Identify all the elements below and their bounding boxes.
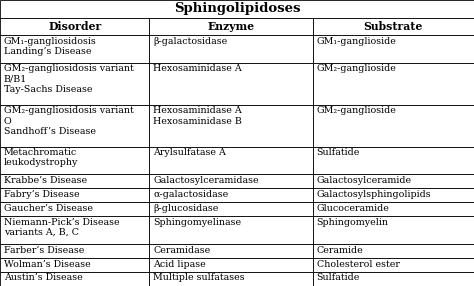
Bar bbox=[313, 147, 474, 174]
Bar bbox=[313, 258, 474, 272]
Text: Ceramidase: Ceramidase bbox=[153, 246, 210, 255]
Bar bbox=[149, 147, 313, 174]
Text: α-galactosidase: α-galactosidase bbox=[153, 190, 228, 199]
Text: Metachromatic
leukodystrophy: Metachromatic leukodystrophy bbox=[4, 148, 78, 167]
Text: Krabbe’s Disease: Krabbe’s Disease bbox=[4, 176, 87, 185]
Text: Sphingomyelin: Sphingomyelin bbox=[317, 218, 389, 227]
Bar bbox=[149, 17, 313, 35]
Bar bbox=[0, 35, 149, 63]
Bar bbox=[313, 202, 474, 216]
Bar bbox=[0, 17, 149, 35]
Bar bbox=[313, 105, 474, 147]
Bar bbox=[313, 216, 474, 244]
Text: Fabry’s Disease: Fabry’s Disease bbox=[4, 190, 80, 199]
Bar bbox=[313, 63, 474, 105]
Bar bbox=[149, 216, 313, 244]
Text: Substrate: Substrate bbox=[364, 21, 423, 32]
Bar bbox=[0, 0, 474, 17]
Bar bbox=[149, 258, 313, 272]
Bar bbox=[313, 174, 474, 188]
Bar bbox=[0, 272, 149, 286]
Bar bbox=[0, 244, 149, 258]
Text: Hexosaminidase A: Hexosaminidase A bbox=[153, 64, 242, 74]
Bar bbox=[313, 244, 474, 258]
Text: Disorder: Disorder bbox=[48, 21, 101, 32]
Text: GM₂-ganglioside: GM₂-ganglioside bbox=[317, 106, 397, 115]
Text: Enzyme: Enzyme bbox=[208, 21, 255, 32]
Text: Galactosylceramide: Galactosylceramide bbox=[317, 176, 412, 185]
Bar bbox=[313, 188, 474, 202]
Text: Hexosaminidase A
Hexosaminidase B: Hexosaminidase A Hexosaminidase B bbox=[153, 106, 242, 126]
Text: GM₂-ganglioside: GM₂-ganglioside bbox=[317, 64, 397, 74]
Bar bbox=[149, 35, 313, 63]
Text: Cholesterol ester: Cholesterol ester bbox=[317, 260, 400, 269]
Bar bbox=[313, 272, 474, 286]
Text: GM₁-gangliosidosis
Landing’s Disease: GM₁-gangliosidosis Landing’s Disease bbox=[4, 37, 97, 56]
Text: Farber’s Disease: Farber’s Disease bbox=[4, 246, 84, 255]
Bar bbox=[313, 35, 474, 63]
Text: Multiple sulfatases: Multiple sulfatases bbox=[153, 273, 245, 283]
Text: Sphingolipidoses: Sphingolipidoses bbox=[174, 2, 300, 15]
Bar bbox=[149, 188, 313, 202]
Text: Sulfatide: Sulfatide bbox=[317, 148, 360, 157]
Bar bbox=[149, 174, 313, 188]
Text: Wolman’s Disease: Wolman’s Disease bbox=[4, 260, 91, 269]
Bar bbox=[0, 202, 149, 216]
Bar bbox=[149, 105, 313, 147]
Bar bbox=[313, 17, 474, 35]
Text: Sphingomyelinase: Sphingomyelinase bbox=[153, 218, 241, 227]
Text: Gaucher’s Disease: Gaucher’s Disease bbox=[4, 204, 93, 213]
Bar bbox=[0, 174, 149, 188]
Text: Arylsulfatase A: Arylsulfatase A bbox=[153, 148, 226, 157]
Bar bbox=[0, 216, 149, 244]
Text: β-glucosidase: β-glucosidase bbox=[153, 204, 219, 213]
Bar bbox=[149, 202, 313, 216]
Text: Acid lipase: Acid lipase bbox=[153, 260, 206, 269]
Text: GM₂-gangliosidosis variant
O
Sandhoff’s Disease: GM₂-gangliosidosis variant O Sandhoff’s … bbox=[4, 106, 134, 136]
Text: Ceramide: Ceramide bbox=[317, 246, 364, 255]
Text: Glucoceramide: Glucoceramide bbox=[317, 204, 390, 213]
Text: β-galactosidase: β-galactosidase bbox=[153, 37, 228, 45]
Bar bbox=[149, 272, 313, 286]
Bar bbox=[149, 63, 313, 105]
Text: GM₂-gangliosidosis variant
B/B1
Tay-Sachs Disease: GM₂-gangliosidosis variant B/B1 Tay-Sach… bbox=[4, 64, 134, 94]
Text: GM₁-ganglioside: GM₁-ganglioside bbox=[317, 37, 397, 45]
Text: Galactosylceramidase: Galactosylceramidase bbox=[153, 176, 259, 185]
Text: Galactosylsphingolipids: Galactosylsphingolipids bbox=[317, 190, 431, 199]
Bar bbox=[149, 244, 313, 258]
Bar bbox=[0, 147, 149, 174]
Bar bbox=[0, 258, 149, 272]
Bar bbox=[0, 63, 149, 105]
Bar bbox=[0, 188, 149, 202]
Text: Austin’s Disease: Austin’s Disease bbox=[4, 273, 82, 283]
Bar bbox=[0, 105, 149, 147]
Text: Sulfatide: Sulfatide bbox=[317, 273, 360, 283]
Text: Niemann-Pick’s Disease
variants A, B, C: Niemann-Pick’s Disease variants A, B, C bbox=[4, 218, 119, 237]
